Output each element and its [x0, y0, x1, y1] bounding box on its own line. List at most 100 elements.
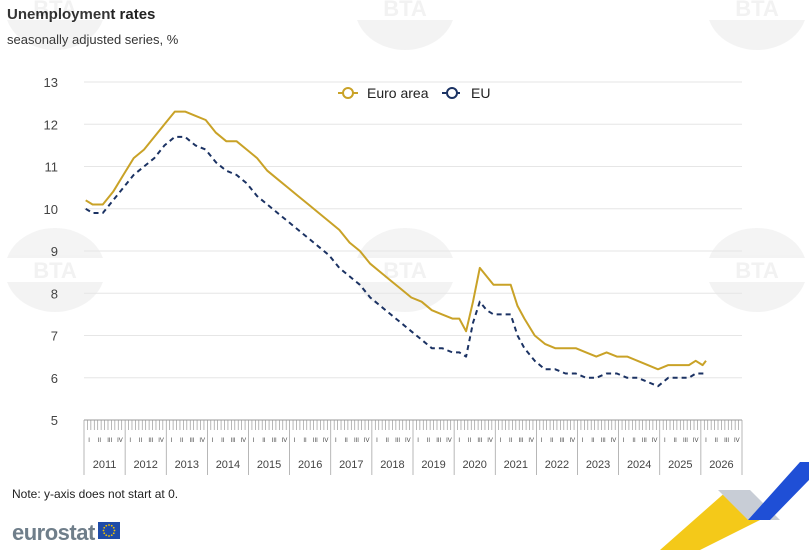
x-year-label: 2026: [709, 459, 733, 471]
legend-item-euro-area[interactable]: Euro area: [338, 85, 429, 101]
x-quarter-label: III: [436, 438, 441, 444]
legend-marker: [342, 87, 354, 99]
x-year-label: 2017: [339, 459, 363, 471]
x-quarter-label: II: [509, 438, 513, 444]
y-tick-label: 6: [51, 371, 58, 386]
chart-subtitle: seasonally adjusted series, %: [7, 32, 179, 47]
legend[interactable]: Euro area EU: [338, 85, 490, 101]
x-quarter-label: I: [294, 438, 296, 444]
x-quarter-label: IV: [611, 438, 617, 444]
watermark-emblem: BTA: [703, 0, 809, 50]
x-quarter-label: III: [560, 438, 565, 444]
series-line-euro-area[interactable]: [85, 110, 707, 371]
x-quarter-label: IV: [323, 438, 329, 444]
x-quarter-label: IV: [199, 438, 205, 444]
x-quarter-label: I: [623, 438, 625, 444]
x-quarter-label: II: [303, 438, 307, 444]
x-year-label: 2020: [462, 459, 486, 471]
chart-note: Note: y-axis does not start at 0.: [12, 487, 179, 501]
x-quarter-label: III: [148, 438, 153, 444]
y-tick-label: 10: [44, 202, 58, 217]
chart-grid: [84, 81, 742, 421]
x-quarter-label: II: [427, 438, 431, 444]
x-quarter-label: II: [591, 438, 595, 444]
x-quarter-label: I: [129, 438, 131, 444]
y-tick-label: 7: [51, 329, 58, 344]
x-quarter-label: IV: [364, 438, 370, 444]
y-tick-label: 13: [44, 75, 58, 90]
x-quarter-label: III: [601, 438, 606, 444]
x-quarter-label: III: [642, 438, 647, 444]
flag-star: [112, 526, 115, 529]
x-quarter-label: IV: [158, 438, 164, 444]
series-layer: [85, 110, 707, 388]
x-quarter-label: II: [345, 438, 349, 444]
x-quarter-label: II: [262, 438, 266, 444]
x-quarter-label: I: [417, 438, 419, 444]
x-quarter-label: III: [724, 438, 729, 444]
x-quarter-label: I: [541, 438, 543, 444]
x-year-label: 2024: [627, 459, 651, 471]
watermark-emblem: BTA: [351, 228, 459, 312]
x-quarter-label: IV: [241, 438, 247, 444]
flag-star: [103, 532, 105, 535]
series-line-eu[interactable]: [85, 135, 706, 388]
watermark-text: BTA: [383, 0, 427, 21]
flag-star: [107, 535, 110, 537]
x-quarter-label: I: [705, 438, 707, 444]
x-quarter-label: III: [395, 438, 400, 444]
watermark-text: BTA: [33, 0, 77, 21]
watermark-text: BTA: [735, 258, 779, 283]
x-quarter-label: I: [171, 438, 173, 444]
x-quarter-label: II: [386, 438, 390, 444]
x-quarter-label: II: [98, 438, 102, 444]
x-quarter-label: III: [272, 438, 277, 444]
flag-star: [107, 524, 110, 526]
x-quarter-label: I: [88, 438, 90, 444]
x-quarter-label: III: [354, 438, 359, 444]
x-year-label: 2011: [93, 459, 117, 471]
x-quarter-label: IV: [405, 438, 411, 444]
flag-star: [110, 524, 113, 527]
x-quarter-label: IV: [528, 438, 534, 444]
flag-star: [112, 532, 115, 535]
x-quarter-label: IV: [487, 438, 493, 444]
x-quarter-label: II: [468, 438, 472, 444]
x-quarter-label: II: [715, 438, 719, 444]
x-quarter-label: IV: [570, 438, 576, 444]
x-year-label: 2021: [504, 459, 528, 471]
flag-star: [105, 524, 107, 527]
x-quarter-label: III: [189, 438, 194, 444]
legend-item-eu[interactable]: EU: [442, 85, 490, 101]
x-quarter-label: II: [674, 438, 678, 444]
x-quarter-label: I: [335, 438, 337, 444]
watermark-layer: BTA BTA BTA BTA BTA BTA: [1, 0, 809, 312]
y-axis: 5 6 7 8 9 10 11 12 13: [44, 75, 58, 428]
x-quarter-label: II: [550, 438, 554, 444]
legend-marker: [446, 87, 458, 99]
x-quarter-label: III: [477, 438, 482, 444]
x-quarter-label: III: [313, 438, 318, 444]
legend-label: Euro area: [367, 85, 429, 101]
watermark-text: BTA: [33, 258, 77, 283]
watermark-emblem: BTA: [351, 0, 459, 50]
eurostat-brand-graphic: [660, 462, 809, 550]
x-quarter-label: I: [664, 438, 666, 444]
x-year-label: 2022: [545, 459, 569, 471]
flag-star: [110, 534, 113, 537]
x-quarter-label: II: [139, 438, 143, 444]
x-quarter-label: I: [376, 438, 378, 444]
x-year-label: 2013: [175, 459, 199, 471]
y-tick-label: 5: [51, 413, 58, 428]
x-quarter-label: I: [458, 438, 460, 444]
chart-title: Unemployment rates: [7, 6, 156, 23]
brand-stripe-blue: [748, 462, 809, 520]
x-quarter-label: IV: [734, 438, 740, 444]
flag-star: [113, 529, 116, 532]
x-quarter-label: III: [231, 438, 236, 444]
x-quarter-label: IV: [652, 438, 658, 444]
x-quarter-label: I: [253, 438, 255, 444]
x-quarter-label: IV: [282, 438, 288, 444]
x-year-label: 2012: [133, 459, 157, 471]
